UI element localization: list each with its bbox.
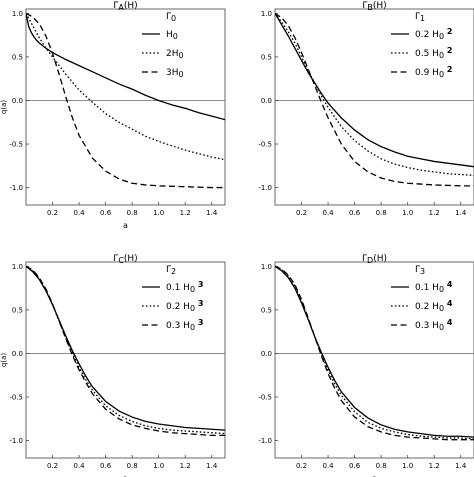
- y-tick-label: -1.0: [258, 437, 272, 445]
- series-line-2: [26, 265, 225, 435]
- legend-label-1: 0.1 H0 4: [415, 280, 453, 294]
- panel-title: ΓB(H): [362, 1, 386, 12]
- x-tick-label: 0.8: [376, 209, 387, 217]
- legend-title: Γ2: [166, 265, 176, 276]
- legend-label-1: 0.1 H0 3: [166, 280, 204, 294]
- series-line-1: [275, 265, 474, 438]
- x-tick-label: 0.4: [322, 209, 334, 217]
- y-tick-label: 0.0: [12, 350, 23, 358]
- legend-title: Γ1: [415, 12, 425, 23]
- y-tick-label: -1.0: [9, 437, 23, 445]
- y-tick-label: -0.5: [9, 394, 23, 402]
- y-tick-label: 0.5: [261, 306, 272, 314]
- legend-label-2: 2H0: [166, 49, 184, 60]
- panel-title: ΓD(H): [362, 254, 387, 265]
- x-tick-label: 0.4: [322, 462, 334, 470]
- x-tick-label: 1.2: [429, 462, 440, 470]
- x-tick-label: 1.4: [206, 462, 218, 470]
- series-line-3: [275, 265, 474, 441]
- x-tick-label: 1.4: [455, 462, 467, 470]
- y-tick-label: 0.0: [261, 97, 272, 105]
- x-tick-label: 1.4: [206, 209, 218, 217]
- series-line-2: [26, 13, 225, 161]
- series-line-1: [26, 13, 225, 121]
- chart-panel-1: 0.2 0.4 0.6 0.8 1.0 1.2 1.4 1.0 0.5 0.0 -0.5 -1.0 a q…: [0, 1, 226, 230]
- series-line-3: [26, 12, 225, 189]
- x-tick-label: 0.2: [47, 462, 58, 470]
- x-tick-label: 1.0: [153, 209, 164, 217]
- x-tick-label: 0.8: [376, 462, 387, 470]
- series-line-1: [275, 13, 474, 168]
- x-tick-label: 0.2: [296, 209, 307, 217]
- y-tick-label: -1.0: [258, 184, 272, 192]
- x-tick-label: 0.8: [127, 462, 138, 470]
- panel-title: ΓC(H): [113, 254, 137, 265]
- series-line-2: [275, 265, 474, 440]
- x-tick-label: 0.4: [73, 462, 85, 470]
- y-tick-label: 0.0: [261, 350, 272, 358]
- plot-frame: [25, 8, 226, 206]
- x-tick-label: 0.8: [127, 209, 138, 217]
- legend-label-2: 0.2 H0 4: [415, 299, 453, 313]
- x-tick-label: 0.6: [349, 462, 361, 470]
- legend-title: Γ3: [415, 265, 425, 276]
- x-axis-label: a: [372, 474, 377, 477]
- legend-label-3: 3H0: [166, 68, 184, 79]
- x-tick-label: 0.2: [296, 462, 307, 470]
- y-tick-label: 1.0: [261, 263, 272, 271]
- legend-label-3: 0.3 H0 4: [415, 318, 453, 332]
- series-line-3: [26, 265, 225, 436]
- x-tick-label: 1.4: [455, 209, 467, 217]
- x-tick-label: 1.2: [429, 209, 440, 217]
- y-axis-label: q(a): [0, 353, 8, 367]
- y-tick-label: 0.5: [12, 53, 23, 61]
- y-tick-label: 0.0: [12, 97, 23, 105]
- x-tick-label: 0.6: [100, 209, 112, 217]
- legend-title: Γ0: [166, 12, 176, 23]
- legend-label-1: 0.2 H0 2: [415, 27, 453, 41]
- y-axis-label: q(a): [0, 100, 8, 114]
- chart-panel-4: 0.2 0.4 0.6 0.8 1.0 1.2 1.4 1.0 0.5 0.0 -0.5 -1.0 a Γ…: [258, 254, 474, 477]
- x-axis-label: a: [123, 221, 128, 230]
- x-tick-label: 1.0: [402, 209, 413, 217]
- y-tick-label: 0.5: [12, 306, 23, 314]
- x-axis-label: a: [123, 474, 128, 477]
- x-tick-label: 0.6: [100, 462, 112, 470]
- legend-label-2: 0.5 H0 2: [415, 46, 453, 60]
- y-tick-label: -1.0: [9, 184, 23, 192]
- series-line-1: [26, 265, 225, 431]
- x-tick-label: 1.2: [180, 209, 191, 217]
- y-tick-label: 1.0: [261, 10, 272, 18]
- plot-frame: [274, 8, 474, 206]
- legend-label-3: 0.9 H0 2: [415, 65, 453, 79]
- y-tick-label: -0.5: [258, 394, 272, 402]
- x-tick-label: 1.0: [153, 462, 164, 470]
- plot-frame: [25, 261, 226, 459]
- legend-label-3: 0.3 H0 3: [166, 318, 204, 332]
- legend-label-2: 0.2 H0 3: [166, 299, 204, 313]
- chart-panel-2: 0.2 0.4 0.6 0.8 1.0 1.2 1.4 1.0 0.5 0.0 -0.5 -1.0 ΓB…: [258, 1, 474, 217]
- x-tick-label: 1.0: [402, 462, 413, 470]
- x-tick-label: 0.4: [73, 209, 85, 217]
- y-tick-label: 0.5: [261, 53, 272, 61]
- plot-frame: [274, 261, 474, 459]
- x-tick-label: 0.2: [47, 209, 58, 217]
- y-tick-label: 1.0: [12, 10, 23, 18]
- y-tick-label: 1.0: [12, 263, 23, 271]
- series-line-3: [275, 12, 474, 187]
- panel-title: ΓA(H): [113, 1, 137, 12]
- series-line-2: [275, 12, 474, 177]
- y-tick-label: -0.5: [9, 141, 23, 149]
- x-tick-label: 1.2: [180, 462, 191, 470]
- chart-panel-3: 0.2 0.4 0.6 0.8 1.0 1.2 1.4 1.0 0.5 0.0 -0.5 -1.0 a q…: [0, 254, 226, 477]
- y-tick-label: -0.5: [258, 141, 272, 149]
- x-tick-label: 0.6: [349, 209, 361, 217]
- legend-label-1: H0: [166, 30, 178, 41]
